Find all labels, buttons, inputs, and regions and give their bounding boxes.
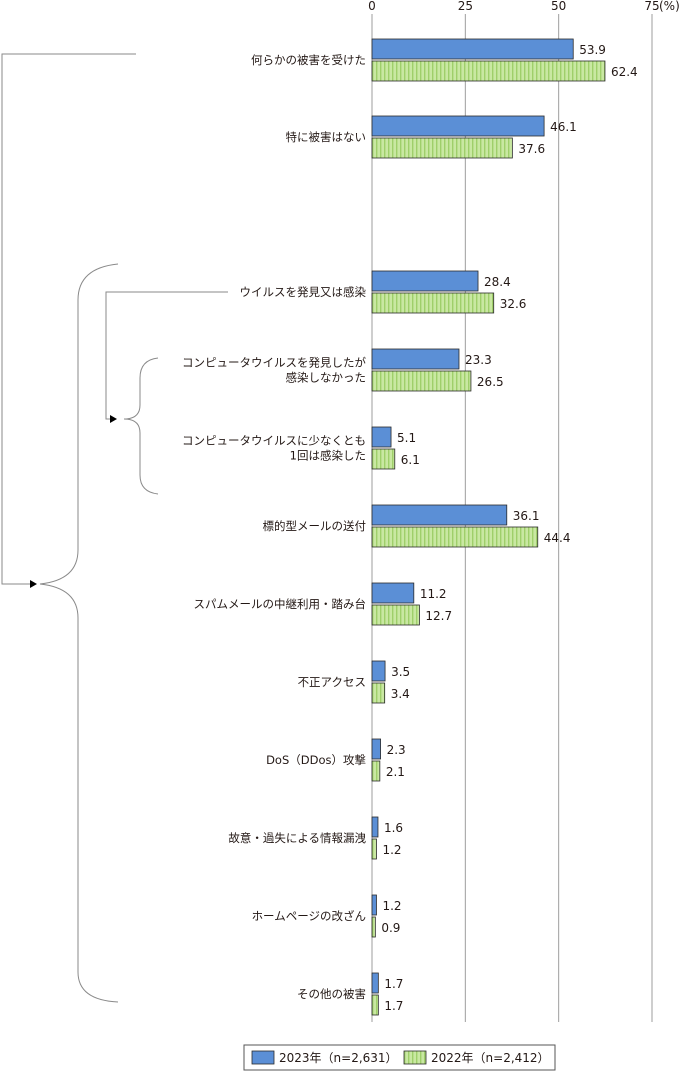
bar-2022 — [371, 682, 386, 704]
category-label: ウイルスを発見又は感染 — [240, 285, 367, 299]
legend-swatch-2022 — [403, 1050, 427, 1065]
legend-box — [243, 1044, 556, 1071]
legend: 2023年（n=2,631） 2022年（n=2,412） — [243, 1044, 556, 1071]
bar-2023 — [371, 660, 386, 682]
bracket-line — [123, 357, 159, 495]
data-label: 1.7 — [384, 999, 403, 1013]
data-label: 32.6 — [500, 297, 527, 311]
bar-2023 — [371, 972, 379, 994]
data-label: 5.1 — [397, 431, 416, 445]
bar-2023 — [371, 426, 392, 448]
bar-2022 — [371, 994, 379, 1016]
data-label: 11.2 — [420, 587, 447, 601]
tick-label: 50 — [551, 0, 566, 13]
data-label: 2.1 — [386, 765, 405, 779]
bar-2023 — [371, 816, 379, 838]
category-label: 特に被害はない — [286, 130, 367, 144]
bar-2023 — [371, 582, 415, 604]
data-label: 12.7 — [425, 609, 452, 623]
data-label: 28.4 — [484, 275, 511, 289]
data-label: 2.3 — [387, 743, 406, 757]
grouping-brackets — [1, 53, 228, 1003]
data-label: 3.4 — [391, 687, 410, 701]
data-label: 44.4 — [544, 531, 571, 545]
legend-label-2023: 2023年（n=2,631） — [279, 1051, 398, 1065]
data-label: 62.4 — [611, 65, 638, 79]
category-label: コンピュータウイルスを発見したが感染しなかった — [182, 356, 366, 385]
category-label: コンピュータウイルスに少なくとも 1回は感染した — [182, 434, 366, 463]
legend-swatch-2023 — [251, 1050, 275, 1065]
bar-2022 — [371, 916, 376, 938]
data-label: 26.5 — [477, 375, 504, 389]
tick-label: 25 — [458, 0, 473, 13]
data-label: 46.1 — [550, 120, 577, 134]
legend-label-2022: 2022年（n=2,412） — [431, 1051, 550, 1065]
bar-2022 — [371, 760, 381, 782]
data-label: 3.5 — [391, 665, 410, 679]
bar-2023 — [371, 115, 545, 137]
data-label: 1.2 — [382, 899, 401, 913]
category-label: その他の被害 — [297, 987, 366, 1001]
bracket-line — [39, 263, 119, 1003]
category-label: 標的型メールの送付 — [263, 519, 367, 533]
bar-2022 — [371, 448, 396, 470]
data-label: 1.6 — [384, 821, 403, 835]
bar-2023 — [371, 38, 574, 60]
bar-2022 — [371, 526, 539, 548]
bar-2023 — [371, 894, 377, 916]
data-label: 1.2 — [382, 843, 401, 857]
arrowhead — [110, 415, 117, 423]
data-label: 36.1 — [513, 509, 540, 523]
tick-label: 75 — [644, 0, 659, 13]
data-label: 1.7 — [384, 977, 403, 991]
bar-2023 — [371, 348, 460, 370]
data-label: 0.9 — [381, 921, 400, 935]
unit-label: (%) — [659, 0, 680, 13]
category-label: 不正アクセス — [298, 675, 366, 689]
bar-2022 — [371, 292, 495, 314]
category-label: DoS（DDos）攻撃 — [266, 753, 366, 767]
category-label: 何らかの被害を受けた — [251, 53, 366, 67]
bar-2022 — [371, 838, 377, 860]
bar-2022 — [371, 604, 420, 626]
labels: 0 25 50 75 (%) 53.9 62.4 何らかの被害を受けた 46.1 37.6 特に被害… — [182, 0, 680, 1013]
bar-2023 — [371, 270, 479, 292]
data-label: 23.3 — [465, 353, 492, 367]
bar-2023 — [371, 738, 381, 760]
arrowhead — [30, 580, 37, 588]
data-label: 6.1 — [401, 453, 420, 467]
bar-2022 — [371, 137, 513, 159]
category-label: ホームページの改ざん — [252, 909, 366, 923]
data-label: 37.6 — [518, 142, 545, 156]
bar-2022 — [371, 60, 606, 82]
bracket-line — [1, 53, 136, 585]
category-label: 故意・過失による情報漏洩 — [228, 831, 366, 845]
bar-2022 — [371, 370, 472, 392]
bar-2023 — [371, 504, 508, 526]
bars — [371, 38, 606, 1016]
category-label: スパムメールの中継利用・踏み台 — [194, 597, 367, 611]
data-label: 53.9 — [579, 43, 606, 57]
tick-label: 0 — [368, 0, 376, 13]
